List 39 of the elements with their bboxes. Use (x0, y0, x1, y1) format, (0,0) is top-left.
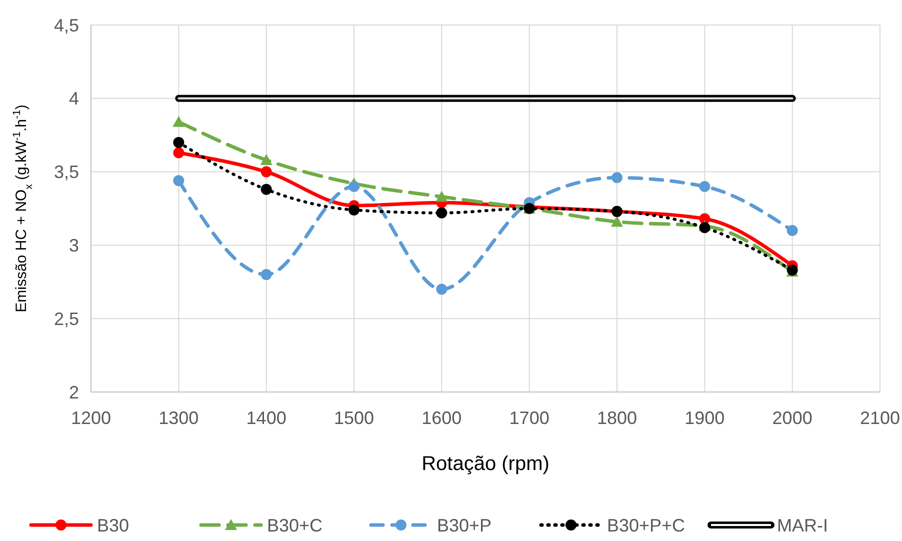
legend-label: B30+P (437, 515, 492, 536)
y-tick-label: 2 (68, 382, 79, 402)
legend-label: B30+P+C (607, 515, 686, 536)
point (436, 284, 448, 295)
x-tick-label: 1800 (596, 408, 638, 428)
point (173, 147, 184, 158)
x-tick-label: 2000 (772, 408, 812, 428)
y-tick-label: 3,5 (54, 162, 79, 182)
point (173, 175, 184, 186)
y-tick-label: 3 (68, 236, 79, 256)
point (786, 225, 798, 236)
point (173, 136, 184, 148)
x-tick-label: 1700 (509, 408, 550, 428)
x-tick-label: 1400 (246, 408, 286, 428)
x-tick-label: 1900 (684, 408, 725, 428)
x-axis-title: Rotação (rpm) (422, 453, 550, 475)
x-tick-label: 1600 (422, 408, 462, 428)
point (436, 190, 448, 202)
y-tick-label: 4,5 (54, 15, 79, 36)
point (611, 216, 623, 227)
point (260, 269, 272, 280)
x-tick-label: 1300 (158, 408, 199, 428)
x-tick-label: 1500 (334, 408, 374, 428)
point (699, 180, 710, 192)
point (348, 204, 360, 216)
point (260, 166, 272, 178)
legend-label: B30 (97, 515, 130, 536)
point (172, 116, 185, 127)
point (260, 184, 272, 195)
y-tick-label: 4 (68, 88, 79, 109)
point (348, 180, 360, 192)
legend-label: B30+C (267, 515, 323, 536)
x-tick-label: 1200 (70, 408, 112, 428)
y-tick-label: 2,5 (54, 308, 79, 329)
point (612, 172, 622, 184)
point (260, 154, 272, 166)
x-tick-label: 2100 (860, 408, 900, 428)
point (436, 207, 448, 218)
legend-label: MAR-I (777, 515, 828, 536)
